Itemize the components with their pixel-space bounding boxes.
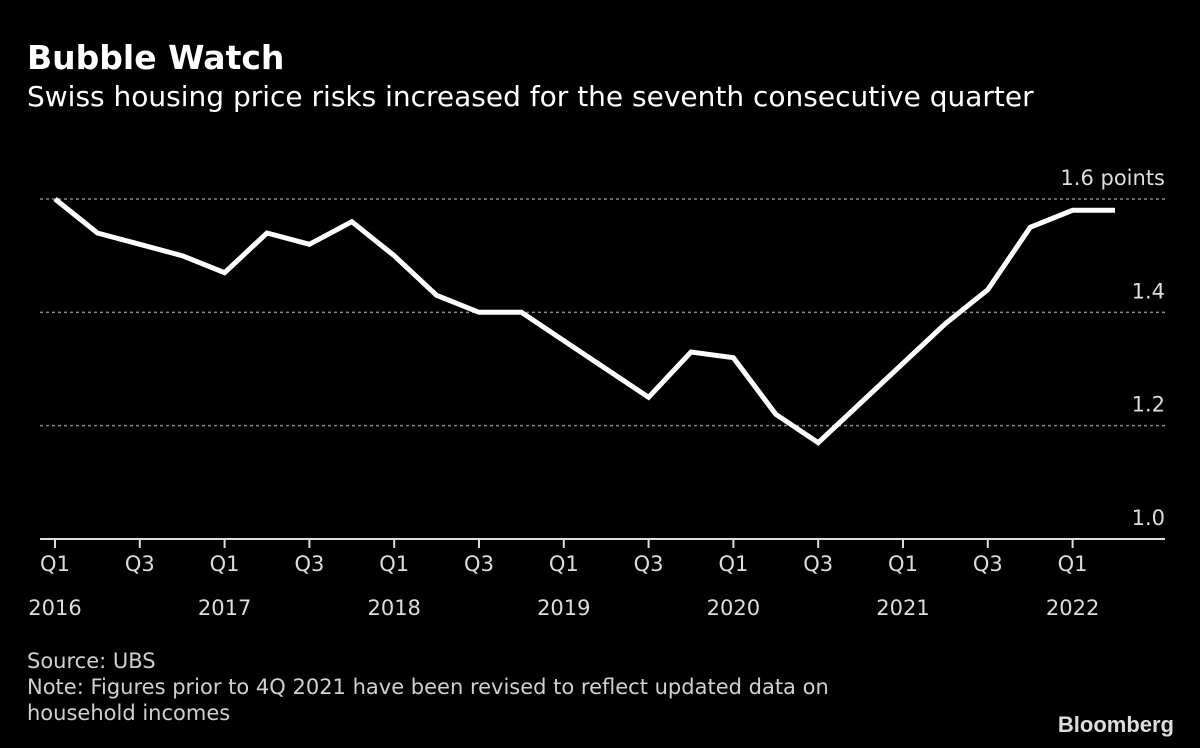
x-tick-label: Q1	[379, 552, 409, 576]
y-tick-label: 1.4	[1132, 279, 1165, 303]
x-tick-label: Q1	[718, 552, 748, 576]
x-tick-label: Q1	[1058, 552, 1088, 576]
bloomberg-logo: Bloomberg	[1057, 712, 1174, 737]
x-tick-year-label: 2016	[28, 596, 81, 620]
x-tick-label: Q3	[464, 552, 494, 576]
x-tick-label: Q3	[973, 552, 1003, 576]
chart-subtitle: Swiss housing price risks increased for …	[27, 80, 1034, 113]
x-tick-label: Q3	[803, 552, 833, 576]
y-tick-label: 1.6 points	[1060, 166, 1165, 190]
y-tick-label: 1.2	[1132, 393, 1165, 417]
x-tick-label: Q3	[294, 552, 324, 576]
x-tick-label: Q1	[888, 552, 918, 576]
x-tick-year-label: 2018	[367, 596, 420, 620]
x-tick-label: Q3	[634, 552, 664, 576]
x-tick-year-label: 2020	[707, 596, 760, 620]
x-tick-label: Q1	[549, 552, 579, 576]
y-tick-label: 1.0	[1132, 506, 1165, 530]
chart-title: Bubble Watch	[27, 38, 285, 77]
x-tick-year-label: 2021	[876, 596, 929, 620]
x-tick-label: Q1	[210, 552, 240, 576]
note-text: Note: Figures prior to 4Q 2021 have been…	[27, 675, 829, 725]
data-line	[53, 197, 1115, 446]
x-tick-label: Q3	[125, 552, 155, 576]
source-text: Source: UBS	[27, 649, 156, 673]
x-tick-year-label: 2022	[1046, 596, 1099, 620]
x-tick-year-label: 2017	[198, 596, 251, 620]
footnotes: Source: UBS Note: Figures prior to 4Q 20…	[27, 648, 927, 726]
x-tick-year-label: 2019	[537, 596, 590, 620]
x-tick-label: Q1	[40, 552, 70, 576]
